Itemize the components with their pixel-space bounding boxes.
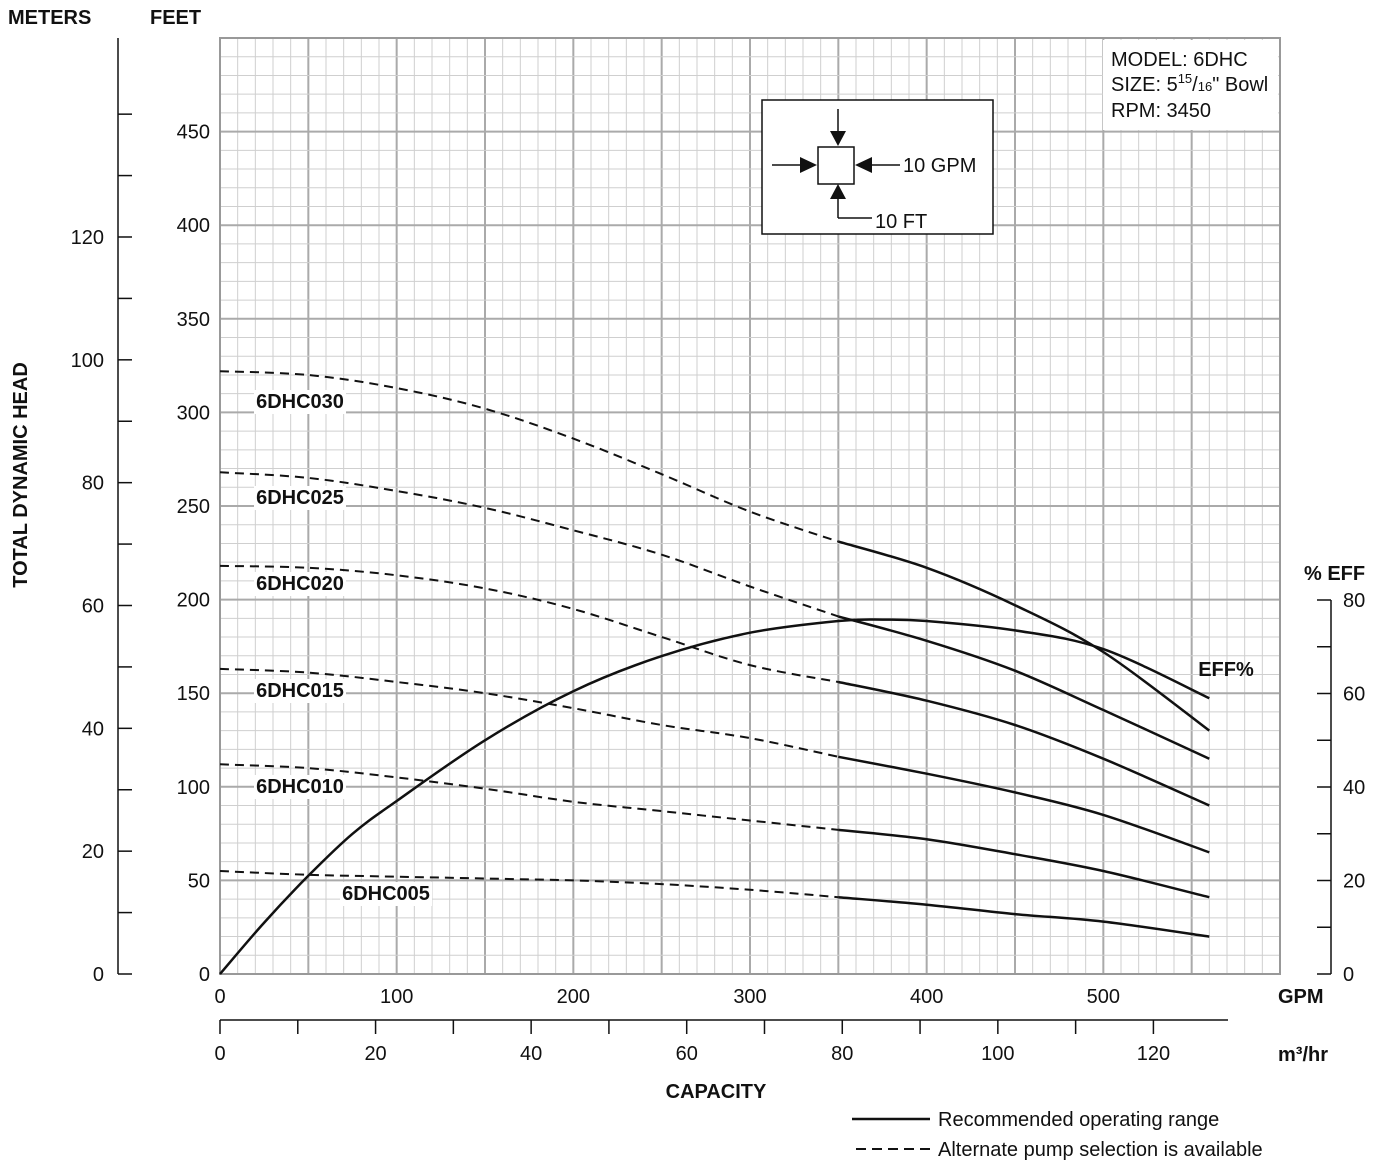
bowl-sup: 15	[1178, 71, 1192, 86]
gpm-header: GPM	[1278, 986, 1324, 1008]
label-bg	[254, 486, 346, 510]
meters-header: METERS	[8, 7, 91, 29]
label-6dhc015: 6DHC015	[256, 680, 344, 702]
y-axis-label: TOTAL DYNAMIC HEAD	[10, 362, 32, 588]
meter-tick-label: 80	[82, 473, 104, 495]
scale-box: 10 GPM 10 FT	[761, 99, 994, 235]
meter-tick-label: 40	[82, 718, 104, 740]
gpm-tick-label: 400	[910, 986, 943, 1008]
eff-tick-label: 0	[1343, 964, 1354, 986]
label-bg	[254, 572, 346, 596]
curve-eff	[219, 618, 1210, 975]
curve-6dhc010-alternate	[219, 763, 839, 831]
scale-gpm-label: 10 GPM	[903, 155, 976, 177]
bowl-suffix: " Bowl	[1212, 74, 1268, 96]
label-6dhc020: 6DHC020	[256, 573, 344, 595]
feet-tick-label: 300	[177, 402, 210, 424]
curve-6dhc020-alternate	[219, 564, 839, 683]
m3hr-tick-label: 40	[520, 1043, 542, 1065]
arrow-down-icon	[830, 131, 846, 146]
feet-tick-label: 0	[199, 964, 210, 986]
feet-tick-label: 50	[188, 870, 210, 892]
meter-tick-label: 0	[93, 964, 104, 986]
feet-tick-label: 250	[177, 496, 210, 518]
meter-tick-label: 60	[82, 595, 104, 617]
eff-header: % EFF	[1304, 563, 1365, 585]
feet-tick-label: 400	[177, 215, 210, 237]
curve-6dhc030-alternate	[219, 370, 839, 543]
m3hr-axis: 0 20 40 60 80 100 120	[214, 1019, 1228, 1065]
feet-tick-label: 450	[177, 122, 210, 144]
m3hr-tick-label: 20	[364, 1043, 386, 1065]
eff-tick-label: 60	[1343, 684, 1365, 706]
feet-tick-label: 150	[177, 683, 210, 705]
curve-6dhc010-recommended	[838, 828, 1210, 899]
label-bg	[340, 882, 432, 906]
legend-solid-label: Recommended operating range	[938, 1109, 1219, 1131]
meter-tick-label: 20	[82, 841, 104, 863]
arrow-right-icon	[800, 157, 817, 173]
plot-border	[219, 37, 1281, 975]
gpm-tick-label: 200	[557, 986, 590, 1008]
legend: Recommended operating range Alternate pu…	[852, 1109, 1263, 1161]
m3hr-tick-label: 120	[1137, 1043, 1170, 1065]
label-eff: EFF%	[1198, 659, 1254, 681]
efficiency-axis: 0 20 40 60 80	[1317, 590, 1365, 986]
curve-6dhc015-recommended	[838, 755, 1210, 854]
curve-6dhc005-recommended	[838, 895, 1210, 938]
meter-tick-label: 100	[71, 350, 104, 372]
curve-6dhc005-alternate	[219, 870, 839, 899]
size-line: SIZE: 515/16" Bowl	[1111, 71, 1268, 96]
feet-axis: 0 50 100 150 200 250 300 350 400 450	[177, 122, 210, 986]
legend-dashed-label: Alternate pump selection is available	[938, 1139, 1263, 1161]
m3hr-tick-label: 80	[831, 1043, 853, 1065]
eff-tick-label: 40	[1343, 777, 1365, 799]
m3hr-tick-label: 0	[214, 1043, 225, 1065]
arrow-up-icon	[830, 184, 846, 199]
curve-labels: 6DHC030 6DHC025 6DHC020 6DHC015 6DHC010 6DHC0…	[254, 390, 1254, 906]
label-6dhc030: 6DHC030	[256, 391, 344, 413]
plot-grid	[219, 37, 1281, 975]
gpm-tick-label: 0	[214, 986, 225, 1008]
eff-tick-label: 80	[1343, 590, 1365, 612]
m3hr-tick-label: 60	[676, 1043, 698, 1065]
bowl-sub: 16	[1198, 79, 1212, 94]
feet-tick-label: 350	[177, 309, 210, 331]
capacity-label: CAPACITY	[666, 1081, 767, 1103]
gpm-tick-label: 300	[733, 986, 766, 1008]
meters-axis: 0 20 40 60 80 100 120	[71, 38, 132, 986]
label-6dhc025: 6DHC025	[256, 487, 344, 509]
feet-tick-label: 100	[177, 777, 210, 799]
curve-6dhc030-recommended	[837, 540, 1211, 732]
scale-square	[817, 146, 855, 185]
model-line: MODEL: 6DHC	[1111, 49, 1248, 71]
eff-tick-label: 20	[1343, 871, 1365, 893]
m3hr-header: m³/hr	[1278, 1044, 1328, 1066]
pump-curves	[219, 370, 1211, 975]
model-info-box: MODEL: 6DHC SIZE: 515/16" Bowl RPM: 3450	[1103, 40, 1278, 130]
curve-6dhc020-recommended	[838, 680, 1210, 807]
feet-tick-label: 200	[177, 590, 210, 612]
rpm-line: RPM: 3450	[1111, 100, 1211, 122]
label-bg	[254, 775, 346, 799]
feet-header: FEET	[150, 7, 201, 29]
gpm-tick-label: 500	[1087, 986, 1120, 1008]
label-6dhc005: 6DHC005	[342, 883, 430, 905]
meter-tick-label: 120	[71, 227, 104, 249]
curve-6dhc015-alternate	[219, 667, 839, 758]
label-bg	[254, 390, 346, 414]
scale-ft-label: 10 FT	[875, 211, 927, 233]
label-6dhc010: 6DHC010	[256, 776, 344, 798]
label-bg	[254, 679, 346, 703]
curve-6dhc025-recommended	[837, 615, 1210, 760]
m3hr-tick-label: 100	[981, 1043, 1014, 1065]
gpm-axis: 0 100 200 300 400 500	[214, 986, 1120, 1008]
gpm-tick-label: 100	[380, 986, 413, 1008]
curve-6dhc025-alternate	[219, 471, 839, 618]
arrow-left-icon	[855, 157, 872, 173]
